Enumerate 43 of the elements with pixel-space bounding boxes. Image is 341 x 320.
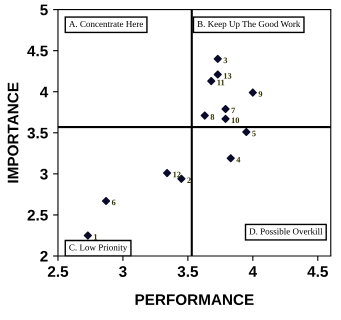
point — [200, 111, 209, 120]
y-tick-label: 3 — [40, 168, 48, 180]
point — [221, 114, 230, 123]
x-tick-label: 4 — [248, 266, 257, 277]
annotation: A. Concentrate Here — [68, 20, 144, 28]
point — [207, 76, 216, 86]
point — [162, 168, 172, 178]
annotation: C. Low Prionity — [69, 244, 128, 252]
annotation: 8 — [210, 114, 214, 120]
y-axis-title: IMPORTANCE — [8, 82, 18, 183]
x-tick-label: 3 — [119, 266, 127, 277]
annotation: D. Possible Overkill — [249, 228, 322, 234]
point — [84, 231, 92, 240]
annotation: 11 — [217, 80, 224, 86]
y-tick-label: 2.5 — [28, 210, 48, 221]
y-tick-label: 4.5 — [27, 46, 48, 56]
point — [221, 104, 230, 114]
annotation: 4 — [236, 156, 240, 162]
x-axis-title: PERFORMANCE — [136, 294, 254, 306]
point — [248, 88, 257, 97]
annotation: 7 — [232, 108, 236, 114]
y-tick-label: 5 — [40, 4, 48, 16]
point — [102, 196, 110, 206]
point — [226, 154, 235, 162]
annotation: 13 — [224, 73, 232, 79]
annotation: 9 — [258, 91, 262, 97]
point — [242, 128, 250, 136]
point — [214, 70, 222, 79]
annotation: 12 — [173, 172, 181, 178]
annotation: B. Keep Up The Good Work — [197, 20, 300, 29]
y-tick-label: 3.5 — [27, 128, 48, 139]
annotation: 3 — [224, 58, 228, 64]
y-tick-label: 4 — [40, 86, 48, 98]
x-tick-label: 3.5 — [178, 266, 198, 277]
point — [214, 54, 222, 63]
annotation: 6 — [112, 200, 116, 206]
annotation: 2 — [187, 177, 191, 183]
x-tick-label: 4.5 — [307, 266, 328, 277]
y-tick-label: 2 — [40, 250, 48, 262]
annotation: 5 — [252, 130, 256, 136]
annotation: 10 — [232, 117, 240, 124]
x-tick-label: 2.5 — [48, 266, 68, 277]
annotation: 1 — [94, 234, 98, 240]
